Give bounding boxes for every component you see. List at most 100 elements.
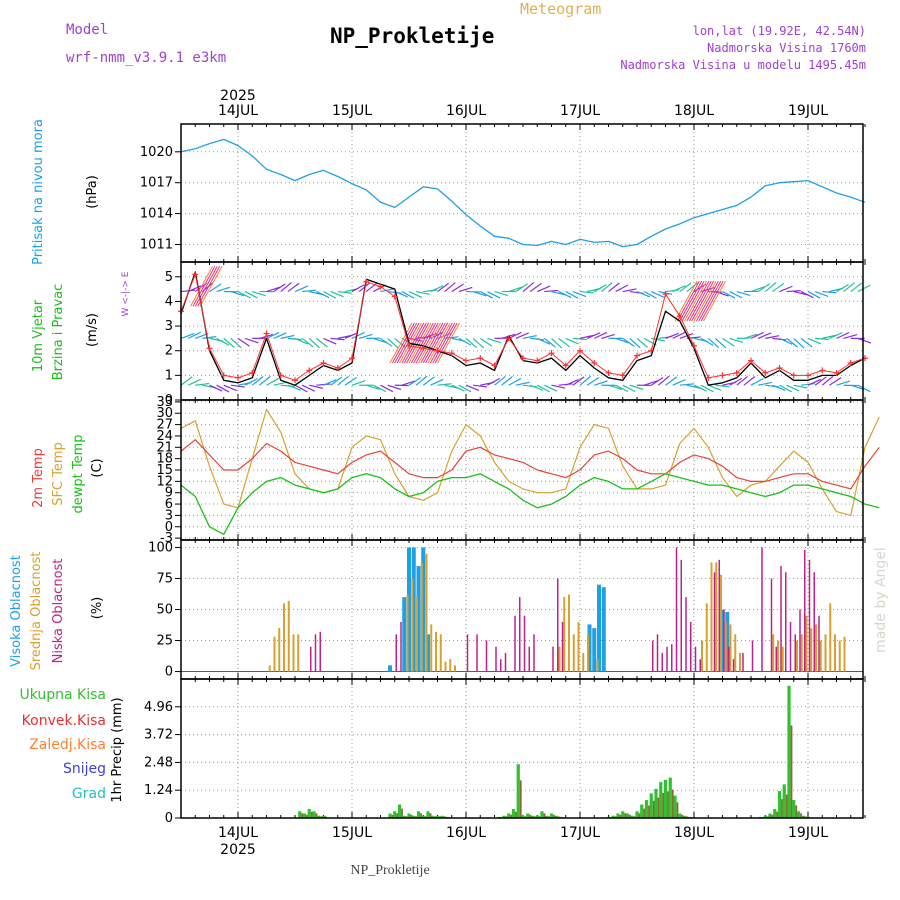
cloud-bar-mid: [720, 574, 722, 672]
wind-gust-marker: [648, 347, 655, 354]
wind-arrow: [651, 291, 665, 298]
wind-arrow: [698, 280, 722, 322]
legend-hail: Grad: [72, 786, 106, 802]
day-label-top: 15JUL: [332, 103, 372, 119]
wind-arrow: [280, 334, 295, 339]
wind-arrow: [750, 331, 764, 339]
cloud-bar-mid: [587, 634, 589, 672]
precip-bar: [787, 685, 791, 818]
wind-arrow: [389, 322, 413, 364]
wind-arrow: [230, 290, 245, 297]
wind-arrow: [190, 266, 213, 307]
cloud-bar-mid: [582, 652, 585, 672]
wind-arrow: [743, 333, 758, 339]
wind-arrow: [629, 384, 644, 390]
wind-arrow: [629, 337, 641, 349]
cloud-bar-low: [785, 572, 787, 672]
wind-arrow: [515, 332, 529, 339]
precip-conv-bar: [766, 816, 769, 818]
wind-arrow: [420, 322, 444, 364]
wind-gust-marker: [292, 377, 298, 384]
wind-arrow: [786, 290, 801, 293]
wind-arrow: [444, 282, 456, 293]
wind-arrow: [437, 383, 452, 386]
wind-arrow: [693, 280, 717, 322]
precip-bar: [526, 813, 530, 818]
y-tick-label: 0: [165, 393, 173, 408]
y-tick-label: 50: [156, 603, 173, 618]
cloud-bar-mid: [701, 640, 703, 672]
cloud-bar-high: [592, 628, 597, 672]
wind-arrow: [558, 337, 571, 348]
wind-arrow: [487, 337, 501, 344]
cloud-bar-mid: [729, 624, 732, 672]
y-tick-label: 15: [156, 463, 173, 478]
wind-arrow: [779, 384, 793, 393]
wind-arrow: [657, 375, 670, 386]
wind-arrow: [586, 377, 600, 386]
wind-arrow: [244, 291, 258, 299]
wind-arrow: [572, 376, 585, 386]
wind-arrow: [187, 285, 202, 293]
cloud-units: (%): [90, 597, 105, 620]
cloud-bar-low: [780, 566, 782, 672]
wind-arrow: [579, 375, 592, 386]
cloud-bar-high: [411, 547, 416, 672]
cloud-bar-low: [690, 621, 692, 672]
wind-arrow: [413, 322, 437, 364]
cloud-bar-low: [732, 659, 735, 672]
precip-bar: [625, 813, 630, 818]
wind-arrow: [437, 322, 460, 364]
wind-arrow: [615, 384, 629, 393]
y-tick-label: 30: [156, 406, 173, 421]
y-tick-label: 21: [156, 440, 173, 455]
wind-arrow: [316, 291, 330, 299]
cloud-bar-low: [694, 646, 697, 672]
wind-arrow: [209, 283, 222, 293]
cloud-bar-low: [675, 547, 678, 672]
wind-arrow: [309, 384, 324, 389]
wind-arrow: [351, 331, 365, 339]
precip-bar: [502, 815, 506, 818]
wind-arrow: [722, 291, 736, 299]
wind-arrow: [494, 290, 509, 297]
cloud-bar-low: [775, 646, 777, 672]
cloud-high-label: Visoka Oblacnost: [9, 555, 24, 667]
wind-gust-marker: [391, 293, 398, 300]
precip-conv-bar: [676, 802, 679, 818]
cloud-bar-high: [720, 609, 725, 672]
wind-gust-marker: [206, 345, 213, 352]
precip-conv-bar: [424, 816, 427, 818]
wind-arrow: [779, 285, 793, 293]
precip-bar: [393, 811, 397, 818]
wind-arrow: [615, 337, 630, 344]
wind-arrow: [857, 337, 872, 344]
wind-gust-marker: [377, 283, 384, 290]
precip-bar: [654, 788, 658, 818]
cloud-bar-mid: [568, 594, 570, 672]
cloud-bar-mid: [815, 624, 817, 672]
precip-bar: [431, 815, 435, 818]
precip-bar: [782, 784, 786, 818]
wind-arrow: [294, 337, 309, 345]
legend-total-rain: Ukupna Kisa: [19, 687, 106, 703]
wind-arrow: [729, 377, 743, 386]
wind-arrow: [672, 379, 686, 386]
wind-arrow: [622, 384, 636, 393]
wind-arrow: [522, 334, 537, 339]
wind-gust-marker: [463, 357, 469, 364]
wind-arrow: [672, 331, 686, 339]
temp-sfc-label: SFC Temp: [51, 442, 66, 506]
legend-freezing-rain: Zaledj.Kisa: [29, 737, 106, 753]
wind-arrow: [608, 384, 623, 390]
wind-arrow: [593, 331, 608, 339]
y-tick-label: 0: [165, 811, 173, 826]
cloud-bar-low: [314, 634, 317, 672]
precip-bar: [640, 804, 644, 818]
wind-gust-marker: [705, 374, 712, 381]
wind-arrow: [529, 384, 544, 391]
wind-arrow: [615, 284, 629, 293]
precip-bar: [621, 811, 625, 818]
precip-bar: [682, 815, 687, 818]
wind-gust-marker: [235, 374, 241, 381]
